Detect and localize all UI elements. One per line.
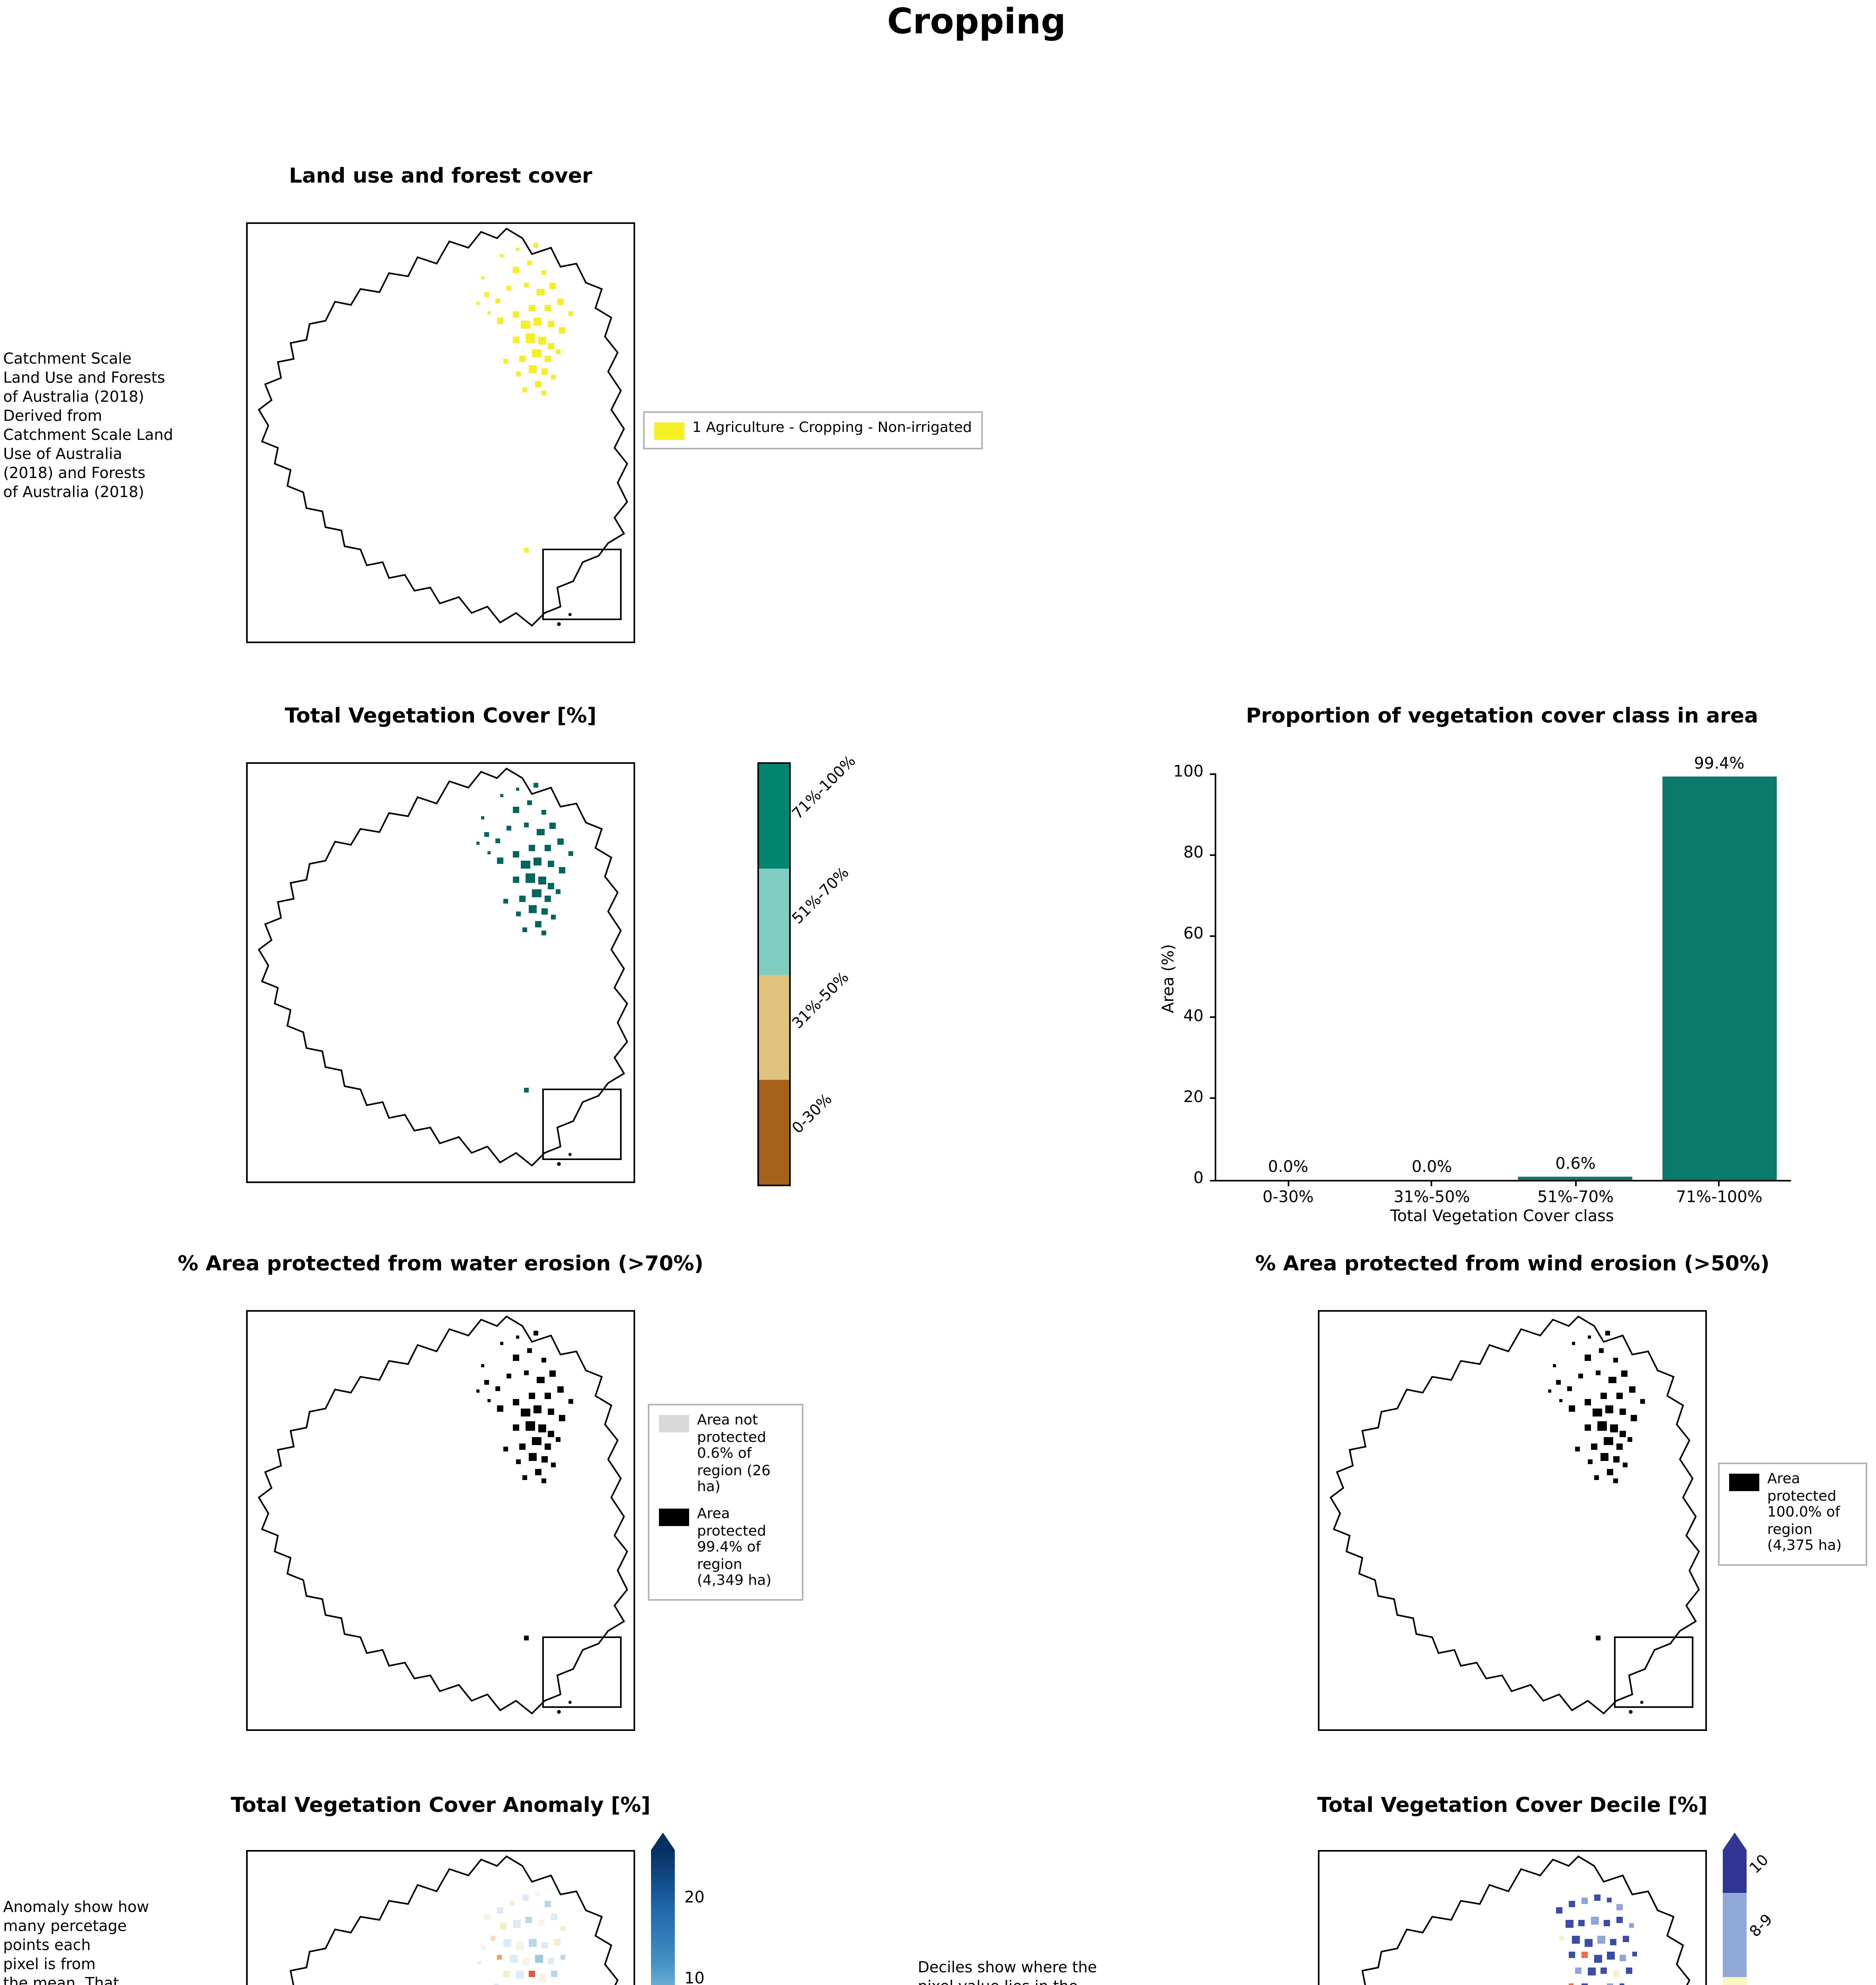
page-title: Cropping	[887, 3, 1066, 43]
x-tick-mark	[1575, 1180, 1576, 1186]
colorbar-label: 31%-50%	[789, 969, 853, 1033]
landuse-legend: 1 Agriculture - Cropping - Non-irrigated	[643, 411, 983, 449]
landuse-map	[246, 222, 635, 643]
colorbar-seg-31-50	[759, 974, 789, 1079]
map-frame	[246, 222, 635, 643]
not-protected-swatch	[659, 1415, 689, 1432]
decile-caption: Deciles show where the pixel value lies …	[918, 1960, 1097, 1985]
decile-map	[1318, 1850, 1707, 1985]
anomaly-caption: Anomaly show how many percetage points e…	[3, 1899, 149, 1985]
legend-label: 1 Agriculture - Cropping - Non-irrigated	[692, 421, 972, 437]
legend-label: Area not protected 0.6% of region (26 ha…	[697, 1413, 771, 1497]
anomaly-map	[246, 1850, 635, 1985]
legend-label: Area protected 100.0% of region (4,375 h…	[1767, 1472, 1842, 1555]
colorbar-seg-10	[1723, 1850, 1747, 1892]
bar-value-label: 0.0%	[1412, 1159, 1452, 1177]
colorbar-seg-51-70	[759, 869, 789, 974]
protected-swatch	[1729, 1474, 1759, 1491]
water-erosion-title: % Area protected from water erosion (>70…	[177, 1253, 704, 1277]
colorbar-seg-0-30	[759, 1079, 789, 1185]
colorbar-label: 8-9	[1747, 1911, 1777, 1941]
wind-erosion-map	[1318, 1310, 1707, 1731]
colorbar-label: 71%-100%	[789, 753, 860, 823]
map-frame	[1318, 1850, 1707, 1985]
colorbar-seg-4-7	[1723, 1976, 1747, 1985]
wind-erosion-legend: Area protected 100.0% of region (4,375 h…	[1718, 1463, 1867, 1566]
y-tick-label: 80	[1183, 845, 1204, 863]
map-frame	[246, 1310, 635, 1731]
x-tick-mark	[1718, 1180, 1720, 1186]
colorbar-seg-8-9	[1723, 1892, 1747, 1976]
bar-71%-100%	[1662, 776, 1777, 1180]
y-tick-mark	[1210, 1179, 1216, 1181]
colorbar-arrow-up	[651, 1833, 675, 1850]
y-axis-label: Area (%)	[1161, 944, 1178, 1013]
y-tick-label: 0	[1193, 1170, 1204, 1188]
bar-value-label: 0.6%	[1555, 1156, 1596, 1174]
wind-erosion-title: % Area protected from wind erosion (>50%…	[1255, 1253, 1770, 1277]
bar-value-label: 99.4%	[1694, 755, 1745, 773]
legend-label: Area protected 99.4% of region (4,349 ha…	[697, 1507, 772, 1590]
legend-item: 1 Agriculture - Cropping - Non-irrigated	[654, 421, 972, 440]
y-tick-label: 100	[1173, 764, 1204, 781]
landuse-caption: Catchment Scale Land Use and Forests of …	[3, 351, 173, 502]
bar-value-label: 0.0%	[1268, 1159, 1308, 1177]
legend-item: Area protected 99.4% of region (4,349 ha…	[659, 1507, 792, 1591]
colorbar-label: 10	[1747, 1852, 1773, 1878]
vegcover-colorbar	[757, 762, 791, 1186]
anomaly-title: Total Vegetation Cover Anomaly [%]	[231, 1794, 651, 1818]
cropping-swatch	[654, 422, 684, 440]
landuse-title: Land use and forest cover	[289, 165, 592, 189]
x-tick-mark	[1287, 1180, 1289, 1186]
map-frame	[246, 1850, 635, 1985]
colorbar-label: 51%-70%	[789, 864, 853, 928]
y-tick-mark	[1210, 773, 1216, 774]
water-erosion-legend: Area not protected 0.6% of region (26 ha…	[648, 1404, 803, 1601]
colorbar-arrow-up	[1723, 1833, 1747, 1850]
decile-title: Total Vegetation Cover Decile [%]	[1317, 1794, 1708, 1818]
map-frame	[1318, 1310, 1707, 1731]
map-frame	[246, 762, 635, 1183]
y-tick-mark	[1210, 1016, 1216, 1018]
colorbar-tick: 10	[684, 1971, 705, 1985]
x-tick-label: 51%-70%	[1537, 1189, 1614, 1207]
decile-colorbar	[1723, 1833, 1747, 1985]
legend-item: Area not protected 0.6% of region (26 ha…	[659, 1413, 792, 1497]
anomaly-colorbar	[651, 1833, 675, 1985]
y-tick-label: 60	[1183, 926, 1204, 944]
proportion-chart: 0 20 40 60 80 100 0.0% 0-30% 0.0% 31%-50% 0.6% 51%-…	[1173, 755, 1791, 1207]
y-tick-mark	[1210, 854, 1216, 856]
proportion-chart-title: Proportion of vegetation cover class in …	[1246, 705, 1759, 729]
y-tick-label: 40	[1183, 1008, 1204, 1025]
bar-51%-70%	[1518, 1177, 1633, 1180]
protected-swatch	[659, 1509, 689, 1526]
colorbar-seg-71-100	[759, 764, 789, 869]
vegcover-map	[246, 762, 635, 1183]
y-tick-label: 20	[1183, 1089, 1204, 1107]
y-tick-mark	[1210, 935, 1216, 937]
x-tick-label: 31%-50%	[1393, 1189, 1470, 1207]
legend-item: Area protected 100.0% of region (4,375 h…	[1729, 1472, 1856, 1556]
x-tick-mark	[1431, 1180, 1433, 1186]
y-tick-mark	[1210, 1098, 1216, 1100]
water-erosion-map	[246, 1310, 635, 1731]
x-axis-label: Total Vegetation Cover class	[1390, 1208, 1614, 1226]
x-tick-label: 0-30%	[1262, 1189, 1314, 1207]
x-tick-label: 71%-100%	[1676, 1189, 1762, 1207]
colorbar-label: 0-30%	[789, 1091, 836, 1138]
colorbar-tick: 20	[684, 1890, 705, 1907]
vegcover-title: Total Vegetation Cover [%]	[285, 705, 597, 729]
